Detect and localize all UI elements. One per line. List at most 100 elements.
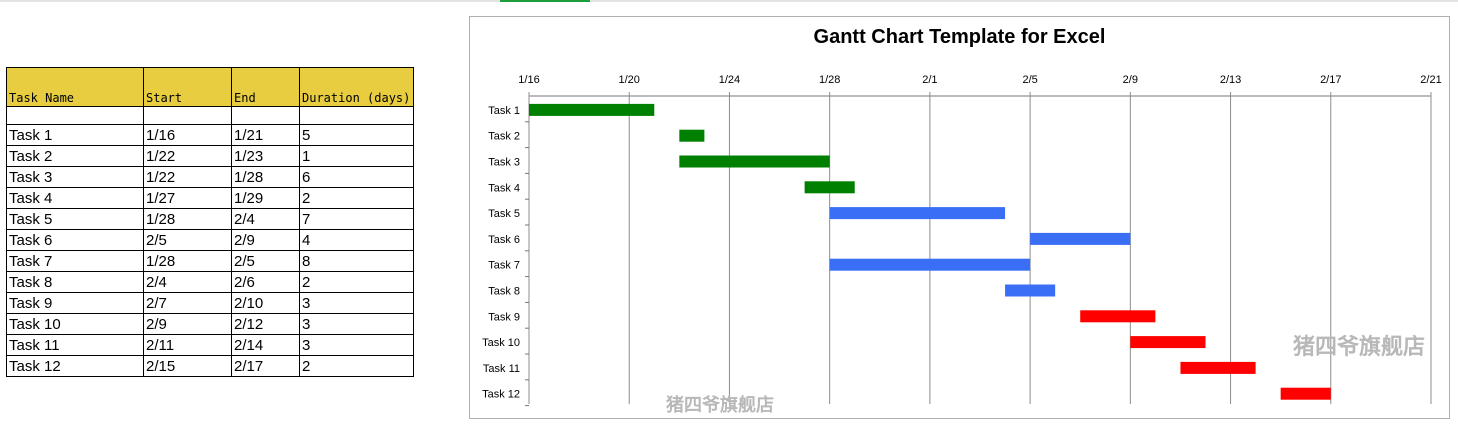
- table-cell[interactable]: 1/23: [231, 145, 300, 167]
- spreadsheet-top-strip: [0, 0, 1458, 2]
- gantt-plot: 1/16 1/20 1/24 1/28 2/1 2/5 2/9 2/13 2/17 2/21 Tas…: [482, 74, 1442, 407]
- table-cell[interactable]: Task 5: [6, 208, 144, 230]
- gantt-bar[interactable]: [1005, 284, 1056, 297]
- table-cell[interactable]: Task 4: [6, 187, 144, 209]
- x-tick-label: 2/9: [1123, 74, 1138, 86]
- y-tick-label: Task 11: [483, 363, 520, 375]
- table-row: Task 10 2/9 2/12 3: [6, 313, 414, 335]
- table-cell[interactable]: 1/22: [143, 145, 232, 167]
- table-cell[interactable]: 1/27: [143, 187, 232, 209]
- chart-title: Gantt Chart Template for Excel: [813, 26, 1106, 48]
- gantt-bar[interactable]: [679, 155, 830, 168]
- table-row: Task 4 1/27 1/29 2: [6, 187, 414, 209]
- table-cell[interactable]: 2/12: [231, 313, 300, 335]
- task-table: Task Name Start End Duration (days) Task…: [6, 67, 414, 377]
- table-cell[interactable]: 1/28: [143, 250, 232, 272]
- table-cell[interactable]: 4: [299, 229, 414, 251]
- table-cell[interactable]: 5: [299, 124, 414, 146]
- table-cell[interactable]: Task 8: [6, 271, 144, 293]
- table-cell[interactable]: 6: [299, 166, 414, 188]
- table-cell[interactable]: [299, 106, 414, 125]
- table-row: Task 6 2/5 2/9 4: [6, 229, 414, 251]
- table-cell[interactable]: 2: [299, 355, 414, 377]
- table-cell[interactable]: Task 10: [6, 313, 144, 335]
- table-cell[interactable]: 1: [299, 145, 414, 167]
- table-cell[interactable]: 7: [299, 208, 414, 230]
- gantt-bar[interactable]: [529, 103, 655, 116]
- y-tick-label: Task 10: [482, 337, 520, 349]
- gantt-bar[interactable]: [1130, 336, 1206, 349]
- gantt-bar[interactable]: [1080, 310, 1156, 323]
- table-cell[interactable]: [143, 106, 232, 125]
- header-start[interactable]: Start: [143, 67, 232, 107]
- y-tick-label: Task 1: [488, 105, 520, 117]
- table-cell[interactable]: 1/28: [143, 208, 232, 230]
- header-task-name[interactable]: Task Name: [6, 67, 144, 107]
- gantt-bar[interactable]: [679, 129, 705, 142]
- table-cell[interactable]: 2/5: [143, 229, 232, 251]
- table-cell[interactable]: 2/4: [231, 208, 300, 230]
- blank-row: [6, 106, 414, 125]
- table-cell[interactable]: 3: [299, 313, 414, 335]
- table-cell[interactable]: Task 1: [6, 124, 144, 146]
- gantt-bar[interactable]: [1180, 361, 1256, 374]
- table-cell[interactable]: 2: [299, 187, 414, 209]
- table-cell[interactable]: 1/29: [231, 187, 300, 209]
- gantt-bar[interactable]: [1030, 232, 1131, 245]
- table-cell[interactable]: 2/17: [231, 355, 300, 377]
- x-tick-label: 2/17: [1320, 74, 1341, 86]
- x-tick-label: 2/13: [1220, 74, 1241, 86]
- x-tick-label: 1/24: [719, 74, 740, 86]
- table-cell[interactable]: 2: [299, 271, 414, 293]
- header-duration[interactable]: Duration (days): [299, 67, 414, 107]
- table-cell[interactable]: Task 2: [6, 145, 144, 167]
- table-cell[interactable]: Task 3: [6, 166, 144, 188]
- y-tick-label: Task 3: [488, 157, 520, 169]
- gantt-bar[interactable]: [829, 258, 1031, 271]
- gantt-chart[interactable]: Gantt Chart Template for Excel 1/16 1/20 1…: [469, 16, 1450, 419]
- table-cell[interactable]: 2/15: [143, 355, 232, 377]
- table-cell[interactable]: 2/5: [231, 250, 300, 272]
- table-row: Task 5 1/28 2/4 7: [6, 208, 414, 230]
- table-cell[interactable]: 2/6: [231, 271, 300, 293]
- table-row: Task 3 1/22 1/28 6: [6, 166, 414, 188]
- table-cell[interactable]: Task 9: [6, 292, 144, 314]
- table-cell[interactable]: 1/28: [231, 166, 300, 188]
- y-tick-label: Task 5: [488, 208, 520, 220]
- x-tick-label: 2/5: [1022, 74, 1037, 86]
- table-cell[interactable]: Task 11: [6, 334, 144, 356]
- table-cell[interactable]: 8: [299, 250, 414, 272]
- table-row: Task 2 1/22 1/23 1: [6, 145, 414, 167]
- x-tick-label: 2/21: [1420, 74, 1441, 86]
- table-row: Task 12 2/15 2/17 2: [6, 355, 414, 377]
- x-tick-label: 2/1: [922, 74, 937, 86]
- table-cell[interactable]: Task 7: [6, 250, 144, 272]
- table-cell[interactable]: [6, 106, 144, 125]
- table-cell[interactable]: [231, 106, 300, 125]
- table-row: Task 1 1/16 1/21 5: [6, 124, 414, 146]
- table-cell[interactable]: 2/9: [143, 313, 232, 335]
- gantt-bar[interactable]: [829, 207, 1006, 220]
- table-cell[interactable]: 2/10: [231, 292, 300, 314]
- header-end[interactable]: End: [231, 67, 300, 107]
- table-cell[interactable]: Task 6: [6, 229, 144, 251]
- table-row: Task 11 2/11 2/14 3: [6, 334, 414, 356]
- y-tick-label: Task 2: [488, 131, 520, 143]
- y-tick-label: Task 7: [488, 260, 520, 272]
- gantt-bar[interactable]: [804, 181, 855, 194]
- table-cell[interactable]: Task 12: [6, 355, 144, 377]
- gantt-bar[interactable]: [1280, 387, 1331, 400]
- table-cell[interactable]: 2/9: [231, 229, 300, 251]
- table-cell[interactable]: 2/11: [143, 334, 232, 356]
- table-row: Task 9 2/7 2/10 3: [6, 292, 414, 314]
- table-cell[interactable]: 2/4: [143, 271, 232, 293]
- table-cell[interactable]: 1/22: [143, 166, 232, 188]
- table-cell[interactable]: 2/14: [231, 334, 300, 356]
- x-tick-label: 1/28: [819, 74, 840, 86]
- table-cell[interactable]: 1/16: [143, 124, 232, 146]
- table-cell[interactable]: 2/7: [143, 292, 232, 314]
- table-cell[interactable]: 3: [299, 334, 414, 356]
- table-cell[interactable]: 3: [299, 292, 414, 314]
- table-cell[interactable]: 1/21: [231, 124, 300, 146]
- y-tick-label: Task 6: [488, 234, 520, 246]
